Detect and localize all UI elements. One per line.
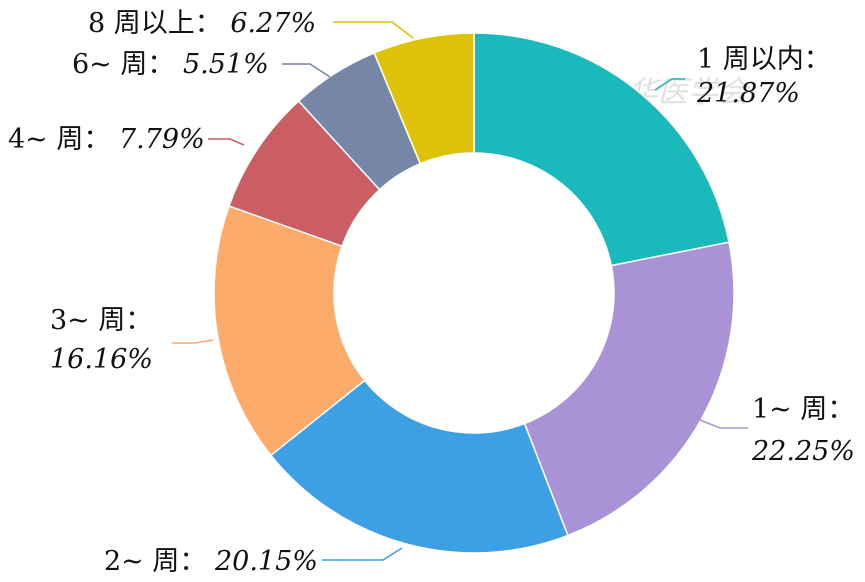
label-6-category: 6~ 周： [72, 49, 174, 80]
label-1w-category: 1 周以内： [697, 44, 831, 75]
label-2: 2~ 周： 20.15% [104, 546, 318, 577]
label-6-value: 5.51% [183, 49, 269, 80]
leader-line-4 [208, 138, 245, 146]
label-8: 8 周以上： 6.27% [88, 8, 316, 39]
label-1-value: 22.25% [751, 436, 855, 467]
label-1w-value: 21.87% [696, 78, 800, 109]
slice-8 [373, 32, 475, 165]
leader-line-6 [282, 63, 331, 78]
leader-line-1 [699, 419, 748, 429]
slice-3 [213, 205, 366, 457]
slice-1 [523, 241, 735, 537]
label-4-value: 7.79% [119, 124, 205, 155]
label-3-category: 3~ 周： [50, 305, 152, 336]
donut-slices [213, 32, 735, 554]
label-8-value: 6.27% [230, 8, 316, 39]
label-2-category: 2~ 周： [104, 546, 206, 577]
label-6: 6~ 周： 5.51% [72, 49, 269, 80]
leader-line-3 [172, 339, 214, 344]
label-8-category: 8 周以上： [88, 8, 222, 39]
label-3: 3~ 周： 16.16% [50, 305, 161, 375]
label-1: 1~ 周： 22.25% [751, 394, 863, 467]
label-3-value: 16.16% [50, 344, 153, 375]
label-4-category: 4~ 周： [8, 124, 110, 155]
leader-lines [172, 21, 748, 561]
leader-line-2 [322, 547, 403, 561]
label-2-value: 20.15% [214, 546, 318, 577]
label-1-category: 1~ 周： [752, 394, 854, 425]
label-4: 4~ 周： 7.79% [8, 124, 205, 155]
slice-2 [269, 379, 569, 554]
data-labels: 1 周以内： 21.87% 1~ 周： 22.25% 2~ 周： 20.15% … [8, 8, 863, 577]
slice-1w [473, 32, 730, 267]
label-1w: 1 周以内： 21.87% [696, 44, 839, 109]
leader-line-8 [333, 21, 414, 39]
leader-line-1w [654, 78, 685, 91]
